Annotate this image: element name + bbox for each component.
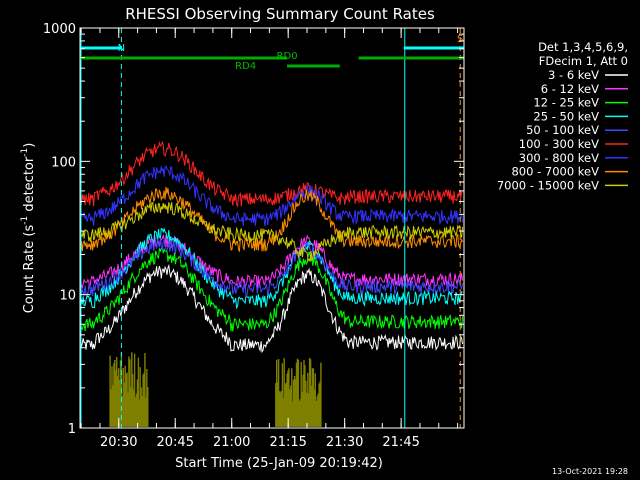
y-axis: 1 10 100 1000 bbox=[43, 22, 464, 437]
plot-frame bbox=[79, 27, 465, 429]
chart-title: RHESSI Observing Summary Count Rates bbox=[125, 5, 435, 23]
annotation-label: RD4 bbox=[235, 61, 256, 72]
legend-header-line1: Det 1,3,4,5,6,9, bbox=[538, 40, 628, 54]
legend-entry-label: 6 - 12 keV bbox=[541, 82, 599, 96]
y-tick-label: 10 bbox=[59, 289, 76, 304]
x-tick-label: 21:30 bbox=[326, 435, 363, 450]
x-axis: 20:30 20:45 21:00 21:15 21:30 21:45 bbox=[80, 28, 459, 450]
series-line bbox=[79, 227, 463, 310]
data-layer: N S RD0 RD4 bbox=[79, 28, 464, 428]
x-tick-label: 21:45 bbox=[382, 435, 419, 450]
series-line bbox=[79, 165, 463, 227]
att-state-marks bbox=[275, 357, 322, 427]
annotation-label: N bbox=[118, 43, 125, 54]
x-tick-label: 21:15 bbox=[269, 435, 306, 450]
legend-entry-label: 300 - 800 keV bbox=[519, 151, 599, 165]
legend-header-line2: FDecim 1, Att 0 bbox=[539, 54, 628, 68]
y-tick-label: 1000 bbox=[43, 22, 76, 37]
y-tick-label: 100 bbox=[51, 155, 76, 170]
legend-entry-label: 3 - 6 keV bbox=[548, 68, 599, 82]
annotation-label: S bbox=[457, 34, 463, 45]
legend-entry-label: 7000 - 15000 keV bbox=[497, 178, 599, 192]
series-line bbox=[79, 238, 463, 298]
series-line bbox=[79, 201, 463, 263]
x-tick-label: 20:30 bbox=[100, 435, 137, 450]
series-line bbox=[79, 263, 463, 354]
legend: Det 1,3,4,5,6,9, FDecim 1, Att 0 3 - 6 k… bbox=[497, 40, 628, 192]
y-tick-label: 1 bbox=[68, 422, 76, 437]
x-tick-label: 20:45 bbox=[157, 435, 194, 450]
att-state-marks bbox=[109, 352, 149, 427]
y-axis-label: Count Rate (s-1 detector-1) bbox=[20, 143, 37, 314]
series-line bbox=[79, 233, 463, 290]
series-line bbox=[79, 247, 463, 332]
legend-entry-label: 50 - 100 keV bbox=[526, 123, 599, 137]
footer-date: 13-Oct-2021 19:28 bbox=[552, 467, 628, 476]
series-line bbox=[79, 186, 463, 253]
x-axis-label: Start Time (25-Jan-09 20:19:42) bbox=[175, 456, 383, 471]
legend-entry-label: 12 - 25 keV bbox=[533, 96, 599, 110]
series-line bbox=[80, 140, 463, 208]
legend-entry-label: 25 - 50 keV bbox=[533, 109, 599, 123]
annotation-label: RD0 bbox=[277, 51, 298, 62]
legend-entry-label: 100 - 300 keV bbox=[519, 137, 599, 151]
x-tick-label: 21:00 bbox=[213, 435, 250, 450]
legend-entry-label: 800 - 7000 keV bbox=[511, 165, 599, 179]
